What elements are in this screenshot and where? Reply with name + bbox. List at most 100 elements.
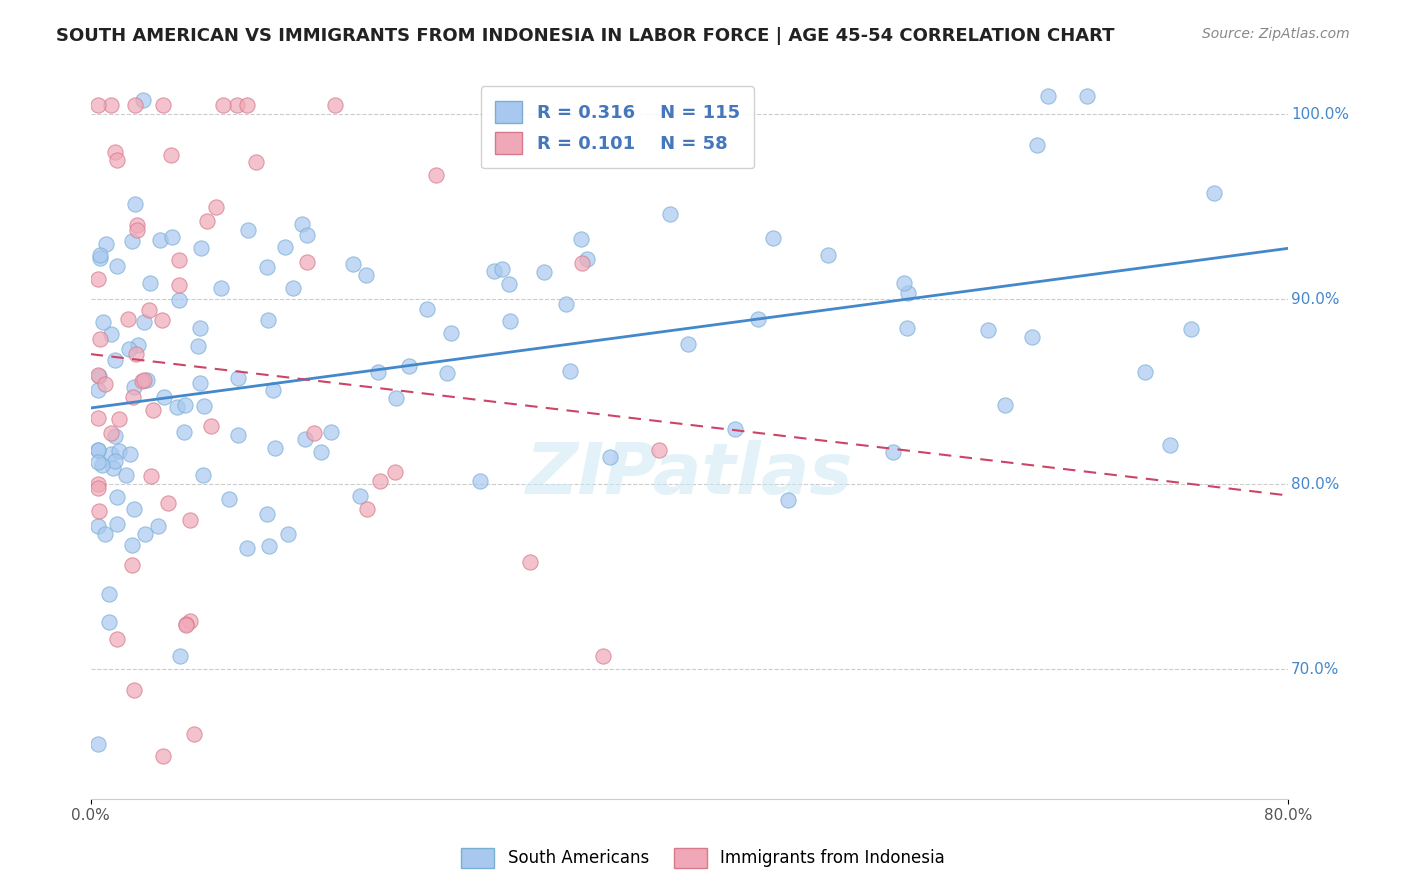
Point <box>127 337 149 351</box>
Point <box>415 301 437 316</box>
Point <box>142 402 165 417</box>
Point <box>190 241 212 255</box>
Point <box>131 374 153 388</box>
Point <box>120 447 142 461</box>
Point <box>87 476 110 491</box>
Point <box>273 240 295 254</box>
Text: 70.0%: 70.0% <box>1291 662 1340 677</box>
Point <box>122 380 145 394</box>
Point <box>167 278 190 293</box>
Point <box>882 444 904 458</box>
Point <box>342 257 364 271</box>
Point <box>193 400 215 414</box>
Point <box>256 507 278 521</box>
Point <box>87 368 110 382</box>
Point <box>187 339 209 353</box>
Point <box>533 265 555 279</box>
Point <box>1180 322 1202 336</box>
Point <box>356 502 378 516</box>
Point <box>195 214 218 228</box>
Point <box>89 252 111 266</box>
Point <box>236 98 259 112</box>
Point <box>188 321 211 335</box>
Point <box>87 98 110 112</box>
Point <box>124 682 146 697</box>
Point <box>157 496 180 510</box>
Point <box>100 326 122 341</box>
Point <box>558 364 581 378</box>
Point <box>349 489 371 503</box>
Point <box>134 526 156 541</box>
Point <box>555 297 578 311</box>
Point <box>104 145 127 160</box>
Legend: South Americans, Immigrants from Indonesia: South Americans, Immigrants from Indones… <box>454 841 952 875</box>
Point <box>94 527 117 541</box>
Point <box>179 614 201 628</box>
Point <box>121 558 143 572</box>
Point <box>762 231 785 245</box>
Point <box>188 376 211 390</box>
Point <box>398 359 420 373</box>
Point <box>89 332 111 346</box>
Point <box>297 254 319 268</box>
Point <box>105 153 128 167</box>
Point <box>121 234 143 248</box>
Point <box>87 384 110 398</box>
Point <box>124 196 146 211</box>
Point <box>484 264 506 278</box>
Point <box>94 376 117 391</box>
Point <box>87 442 110 457</box>
Point <box>176 616 198 631</box>
Point <box>97 615 120 630</box>
Point <box>425 168 447 182</box>
Point <box>897 286 920 301</box>
Point <box>1076 89 1098 103</box>
Point <box>101 461 124 475</box>
Point <box>105 632 128 647</box>
Point <box>218 492 240 507</box>
Point <box>295 227 318 242</box>
Point <box>104 454 127 468</box>
Point <box>108 411 131 425</box>
Point <box>87 272 110 286</box>
Point <box>169 648 191 663</box>
Point <box>134 373 156 387</box>
Point <box>262 383 284 397</box>
Point <box>569 232 592 246</box>
Point <box>491 262 513 277</box>
Point <box>138 303 160 318</box>
Point <box>678 337 700 351</box>
Point <box>87 369 110 384</box>
Point <box>167 253 190 268</box>
Point <box>368 475 391 489</box>
Point <box>1021 329 1043 343</box>
Point <box>291 217 314 231</box>
Point <box>323 98 346 112</box>
Point <box>1133 365 1156 379</box>
Point <box>108 443 131 458</box>
Point <box>179 512 201 526</box>
Point <box>173 425 195 439</box>
Point <box>97 586 120 600</box>
Point <box>256 260 278 274</box>
Point <box>138 276 160 290</box>
Point <box>132 315 155 329</box>
Point <box>100 98 122 112</box>
Point <box>149 233 172 247</box>
Point <box>91 316 114 330</box>
Point <box>648 442 671 457</box>
Point <box>367 365 389 379</box>
Point <box>105 259 128 273</box>
Point <box>236 541 259 555</box>
Point <box>1159 437 1181 451</box>
Point <box>309 444 332 458</box>
Point <box>263 441 285 455</box>
Point <box>105 490 128 504</box>
Point <box>174 618 197 632</box>
Point <box>747 312 769 326</box>
Point <box>148 519 170 533</box>
Point <box>132 93 155 107</box>
Point <box>1036 89 1059 103</box>
Text: 80.0%: 80.0% <box>1291 477 1340 491</box>
Point <box>302 426 325 441</box>
